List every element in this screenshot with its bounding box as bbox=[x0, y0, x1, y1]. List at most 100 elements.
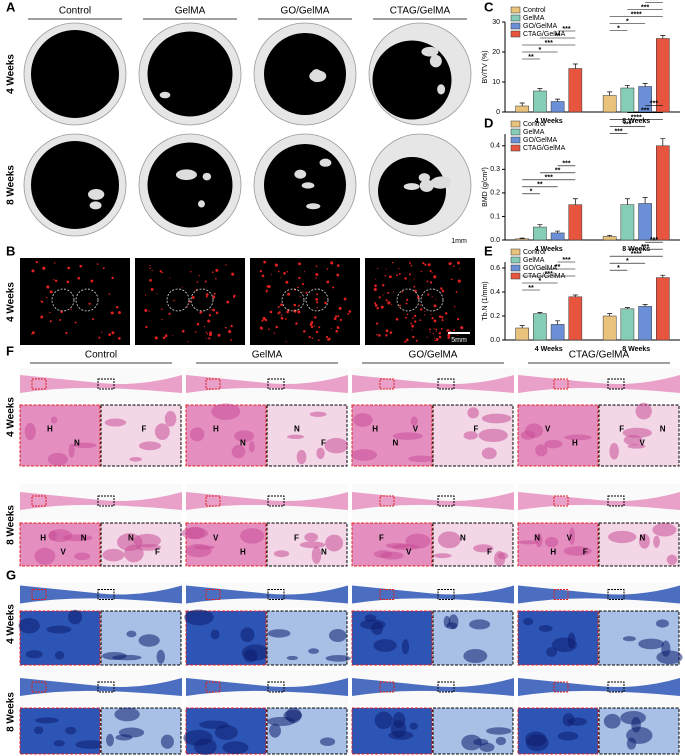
red-signal bbox=[77, 276, 81, 280]
tissue-label: F bbox=[142, 425, 147, 434]
roi-black bbox=[267, 681, 285, 693]
red-signal bbox=[330, 261, 334, 265]
significance: *** bbox=[562, 257, 570, 264]
significance: *** bbox=[650, 237, 658, 244]
structure bbox=[114, 707, 140, 722]
red-signal bbox=[424, 314, 426, 316]
error-bar bbox=[607, 313, 613, 316]
row-label: 4 Weeks bbox=[6, 282, 17, 322]
column-header: GO/GelMA bbox=[281, 6, 330, 17]
new-bone bbox=[433, 176, 451, 184]
red-signal bbox=[429, 331, 431, 333]
red-signal bbox=[42, 266, 46, 270]
red-signal bbox=[92, 318, 95, 321]
red-signal bbox=[297, 286, 299, 289]
red-signal bbox=[225, 264, 227, 266]
red-signal bbox=[315, 277, 317, 279]
legend-swatch bbox=[510, 22, 521, 30]
panel-letter: D bbox=[484, 115, 493, 130]
red-signal bbox=[429, 328, 431, 331]
structure bbox=[433, 553, 452, 559]
new-bone bbox=[421, 46, 439, 57]
red-signal bbox=[460, 326, 464, 330]
red-signal bbox=[316, 301, 319, 304]
red-signal bbox=[196, 322, 200, 326]
red-signal bbox=[297, 310, 301, 314]
red-signal bbox=[194, 331, 197, 333]
roi-red bbox=[379, 589, 395, 600]
tissue-label: N bbox=[321, 548, 327, 557]
red-signal bbox=[53, 279, 55, 281]
red-signal bbox=[35, 260, 39, 264]
structure bbox=[538, 625, 553, 632]
red-signal bbox=[435, 298, 437, 300]
red-signal bbox=[336, 264, 340, 267]
red-signal bbox=[149, 267, 151, 269]
red-signal bbox=[118, 311, 121, 315]
tissue-label: V bbox=[213, 534, 219, 543]
red-signal bbox=[435, 337, 439, 341]
red-signal bbox=[230, 324, 233, 328]
red-signal bbox=[169, 277, 171, 279]
structure bbox=[304, 532, 319, 542]
red-signal bbox=[231, 272, 235, 276]
x-tick-label: 8 Weeks bbox=[622, 346, 650, 353]
structure bbox=[102, 548, 125, 562]
red-signal bbox=[392, 261, 394, 264]
tissue-label: N bbox=[460, 534, 466, 543]
bar bbox=[550, 232, 565, 241]
red-signal bbox=[207, 319, 211, 323]
column-header: GO/GelMA bbox=[409, 350, 458, 361]
red-signal bbox=[440, 287, 443, 290]
tissue-label: N bbox=[81, 534, 87, 543]
structure bbox=[481, 413, 512, 424]
red-signal bbox=[426, 280, 429, 283]
structure bbox=[184, 609, 214, 626]
error-bar bbox=[537, 88, 543, 91]
structure bbox=[350, 449, 378, 461]
red-signal bbox=[187, 340, 189, 343]
red-signal bbox=[376, 333, 378, 336]
red-signal bbox=[454, 306, 456, 308]
significance: * bbox=[539, 278, 542, 285]
red-signal bbox=[317, 339, 320, 341]
red-signal bbox=[453, 329, 456, 332]
tissue-label: H bbox=[550, 548, 556, 557]
red-signal bbox=[378, 334, 381, 337]
structure bbox=[240, 627, 255, 643]
structure bbox=[525, 734, 549, 752]
y-axis-title: BMD (g/cm³) bbox=[482, 167, 489, 207]
x-tick-label: 4 Weeks bbox=[535, 118, 563, 125]
red-signal bbox=[111, 331, 115, 335]
significance: *** bbox=[545, 40, 553, 47]
tissue bbox=[20, 678, 182, 696]
red-signal bbox=[438, 315, 442, 318]
structure bbox=[181, 527, 209, 539]
structure bbox=[240, 528, 265, 544]
red-signal bbox=[388, 275, 392, 279]
structure bbox=[54, 651, 65, 660]
significance: *** bbox=[562, 161, 570, 168]
roi-black bbox=[437, 378, 455, 390]
roi bbox=[51, 288, 75, 312]
structure bbox=[65, 726, 77, 735]
red-signal bbox=[59, 319, 62, 321]
structure bbox=[285, 707, 302, 724]
red-signal bbox=[298, 276, 301, 280]
tissue bbox=[20, 492, 182, 510]
error-bar bbox=[660, 138, 666, 146]
defect bbox=[31, 30, 119, 118]
structure bbox=[164, 410, 177, 427]
roi bbox=[190, 288, 214, 312]
significance: **** bbox=[631, 251, 642, 258]
significance: ** bbox=[555, 264, 561, 271]
new-bone bbox=[294, 169, 307, 179]
significance: * bbox=[539, 47, 542, 54]
panel-letter: B bbox=[6, 243, 15, 258]
red-signal bbox=[385, 268, 387, 270]
structure bbox=[364, 614, 377, 622]
significance: ** bbox=[528, 54, 534, 61]
red-signal bbox=[396, 274, 398, 277]
red-signal bbox=[285, 341, 287, 343]
